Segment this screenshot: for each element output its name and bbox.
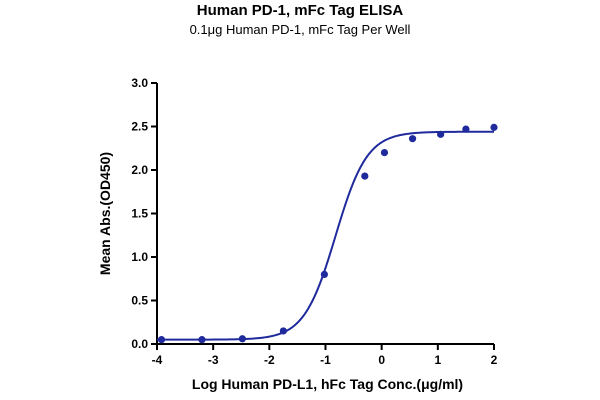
x-tick-label: -1 — [320, 353, 331, 367]
data-point — [198, 336, 206, 344]
x-tick-label: -3 — [208, 353, 219, 367]
y-axis-label: Mean Abs.(OD450) — [97, 152, 113, 275]
data-point — [279, 327, 287, 335]
x-tick-label: 2 — [491, 353, 498, 367]
y-tick-label: 3.0 — [131, 76, 148, 90]
data-point — [238, 335, 246, 343]
x-tick-label: 0 — [378, 353, 385, 367]
x-axis-label: Log Human PD-L1, hFc Tag Conc.(μg/ml) — [192, 376, 463, 392]
y-tick-label: 0.0 — [131, 337, 148, 351]
y-tick-label: 2.5 — [131, 120, 148, 134]
x-tick-label: 1 — [434, 353, 441, 367]
x-tick-label: -2 — [264, 353, 275, 367]
data-point — [490, 123, 498, 131]
y-tick-label: 0.5 — [131, 294, 148, 308]
data-point — [380, 149, 389, 157]
fit-curve-line — [157, 130, 494, 341]
y-tick-label: 1.0 — [131, 250, 148, 264]
data-point — [462, 125, 470, 133]
data-point — [157, 336, 166, 344]
data-point — [408, 135, 417, 143]
chart-title: Human PD-1, mFc Tag ELISA — [196, 2, 404, 19]
chart-subtitle: 0.1μg Human PD-1, mFc Tag Per Well — [189, 22, 411, 37]
data-point — [437, 130, 445, 138]
y-tick-label: 2.0 — [131, 163, 148, 177]
data-point — [361, 172, 369, 180]
x-tick-label: -4 — [152, 353, 163, 367]
y-tick-label: 1.5 — [131, 207, 148, 221]
data-point — [320, 270, 328, 278]
